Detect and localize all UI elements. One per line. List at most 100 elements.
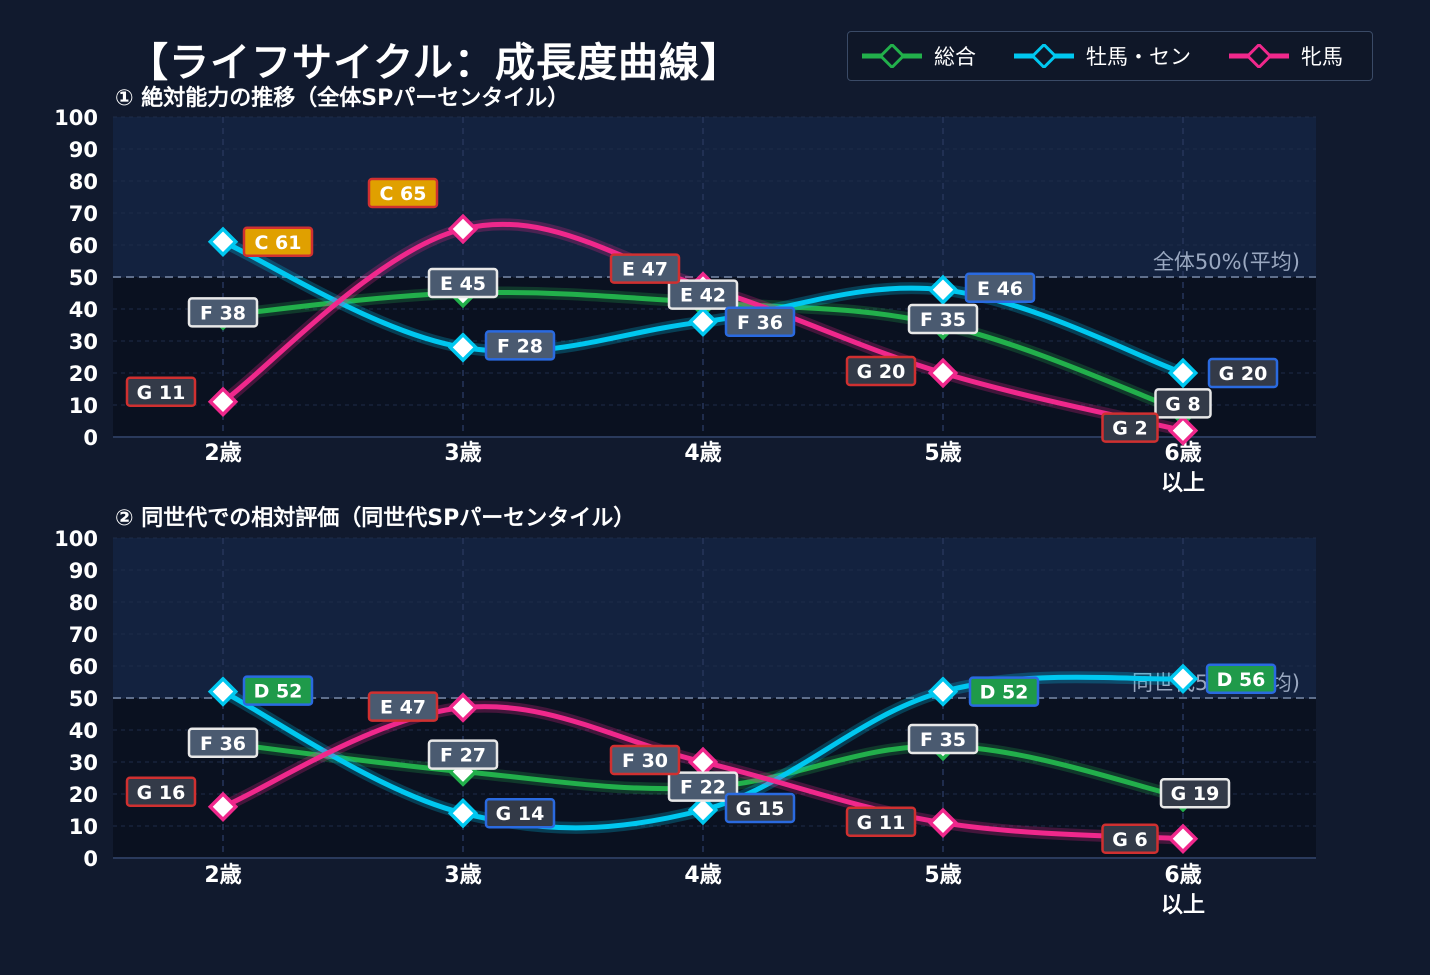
legend: 総合 牡馬・セン 牝馬 — [847, 31, 1373, 81]
data-label: G 19 — [1159, 777, 1231, 809]
data-label-text: E 45 — [440, 273, 486, 295]
data-label-text: G 8 — [1165, 393, 1200, 415]
data-label-box — [1207, 357, 1279, 389]
data-label-text: G 11 — [137, 382, 186, 404]
data-label: F 28 — [484, 330, 556, 361]
legend-marker-icon — [1014, 44, 1074, 68]
x-tick-label: 5歳 — [924, 863, 961, 888]
x-tick-label: 2歳 — [204, 441, 241, 466]
data-label: F 35 — [907, 723, 979, 755]
legend-item-overall: 総合 — [860, 41, 1000, 71]
page-title: 【ライフサイクル：成長度曲線】 — [128, 40, 741, 86]
data-point-marker — [687, 306, 719, 338]
legend-marker-icon — [862, 44, 922, 68]
data-label-box — [125, 376, 197, 408]
legend-label: 牝馬 — [1301, 45, 1343, 69]
y-tick-label: 90 — [69, 559, 98, 583]
chart-1-title: ① 絶対能力の推移（全体SPパーセンタイル） — [115, 86, 570, 111]
y-tick-label: 0 — [83, 426, 98, 450]
data-label-text: E 46 — [977, 278, 1023, 300]
data-label-box — [609, 253, 681, 284]
data-label-box — [964, 272, 1036, 304]
legend-marker-icon — [1229, 44, 1289, 68]
data-label-box — [484, 330, 556, 361]
data-label-box — [609, 744, 681, 776]
data-label: F 35 — [907, 303, 979, 335]
data-label-box — [187, 727, 259, 759]
y-tick-label: 0 — [83, 847, 98, 871]
y-tick-label: 60 — [69, 234, 98, 258]
y-tick-label: 80 — [69, 170, 98, 194]
y-tick-label: 60 — [69, 655, 98, 679]
chart-2: 01020304050607080901002歳3歳4歳5歳6歳以上同世代50%… — [54, 527, 1316, 918]
x-tick-label: 4歳 — [684, 441, 721, 466]
data-label-text: G 11 — [857, 812, 906, 834]
y-tick-label: 30 — [69, 330, 98, 354]
data-label-text: G 2 — [1112, 418, 1147, 440]
data-label: E 46 — [964, 272, 1036, 304]
data-point-marker — [447, 692, 479, 723]
y-tick-label: 50 — [69, 687, 98, 711]
data-label-text: D 52 — [254, 681, 303, 703]
data-label-box — [427, 739, 499, 770]
data-label: F 36 — [724, 306, 796, 338]
data-label-text: G 19 — [1171, 783, 1220, 805]
data-label-box — [667, 279, 739, 310]
data-label: E 42 — [667, 279, 739, 310]
data-label: G 11 — [845, 806, 917, 838]
data-label-text: F 38 — [200, 302, 246, 324]
y-tick-label: 100 — [54, 106, 98, 130]
data-label-text: F 36 — [200, 733, 246, 755]
y-tick-label: 10 — [69, 394, 98, 418]
data-label-box — [907, 303, 979, 335]
data-label-box — [427, 267, 499, 299]
data-label: G 14 — [484, 797, 556, 829]
data-label-text: F 27 — [440, 745, 486, 767]
reference-line-label: 全体50%(平均) — [1153, 250, 1300, 274]
y-tick-label: 30 — [69, 751, 98, 775]
y-tick-label: 70 — [69, 623, 98, 647]
data-point-marker — [1167, 823, 1199, 855]
data-label-text: F 28 — [497, 335, 543, 357]
data-label-text: G 16 — [137, 782, 186, 804]
data-label: D 56 — [1205, 663, 1277, 695]
data-label-box — [1154, 388, 1212, 419]
data-label-box — [1205, 663, 1277, 695]
y-tick-label: 10 — [69, 815, 98, 839]
legend-label: 総合 — [934, 45, 976, 69]
data-label: F 38 — [187, 297, 259, 328]
data-label-text: D 52 — [980, 682, 1029, 704]
data-label-text: F 22 — [680, 777, 726, 799]
data-label: C 65 — [367, 177, 439, 209]
x-tick-label: 3歳 — [444, 863, 481, 888]
data-label-box — [724, 306, 796, 338]
y-tick-label: 90 — [69, 138, 98, 162]
data-label-text: E 47 — [622, 259, 668, 281]
x-tick-label: 5歳 — [924, 441, 961, 466]
data-label-text: D 56 — [1217, 669, 1266, 691]
data-point-marker — [687, 746, 719, 778]
y-tick-label: 80 — [69, 591, 98, 615]
data-label: F 30 — [609, 744, 681, 776]
data-point-marker — [927, 676, 959, 707]
data-label-box — [367, 177, 439, 209]
data-label: G 8 — [1154, 388, 1212, 419]
data-label: G 15 — [724, 792, 796, 824]
x-tick-label: 以上 — [1161, 893, 1205, 918]
data-label-box — [1101, 412, 1159, 443]
legend-item-male: 牡馬・セン — [1012, 41, 1215, 71]
data-label-text: G 15 — [736, 798, 785, 820]
legend-item-female: 牝馬 — [1227, 41, 1367, 71]
data-point-marker — [447, 332, 479, 363]
x-tick-label: 3歳 — [444, 441, 481, 466]
data-label-text: F 35 — [920, 729, 966, 751]
data-label: G 6 — [1101, 823, 1159, 855]
data-point-marker — [1167, 357, 1199, 389]
data-point-marker — [207, 386, 239, 418]
data-label: D 52 — [242, 675, 314, 706]
data-label-text: C 65 — [380, 183, 427, 205]
data-label: F 22 — [667, 771, 739, 802]
data-label-box — [187, 297, 259, 328]
data-label: E 45 — [427, 267, 499, 299]
